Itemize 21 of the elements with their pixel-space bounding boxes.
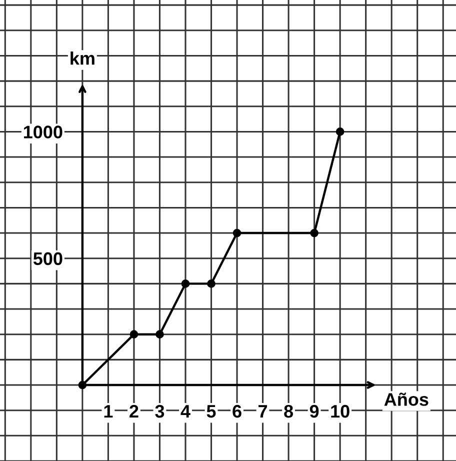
- point: [156, 330, 164, 339]
- point: [130, 330, 138, 339]
- point: [336, 128, 344, 136]
- x-tick-label: 10: [331, 404, 350, 418]
- x-axis-title: Años: [384, 392, 428, 406]
- point: [232, 228, 242, 238]
- x-tick-label: 9: [310, 404, 319, 418]
- x-tick-label: 5: [206, 405, 216, 418]
- x-tick-label: 1: [104, 405, 113, 418]
- point: [310, 228, 318, 238]
- y-tick-label: 1000: [24, 126, 62, 138]
- x-tick-label: 4: [180, 405, 190, 418]
- x-tick-label: 7: [258, 405, 268, 418]
- point: [181, 280, 190, 288]
- y-axis-title: km: [70, 52, 94, 65]
- x-tick-label: 8: [284, 404, 294, 418]
- y-tick-label: 500: [33, 252, 62, 266]
- x-tick-label: 6: [232, 404, 242, 418]
- x-tick-label: 3: [155, 404, 164, 418]
- x-tick-label: 2: [130, 404, 138, 418]
- point: [207, 280, 216, 288]
